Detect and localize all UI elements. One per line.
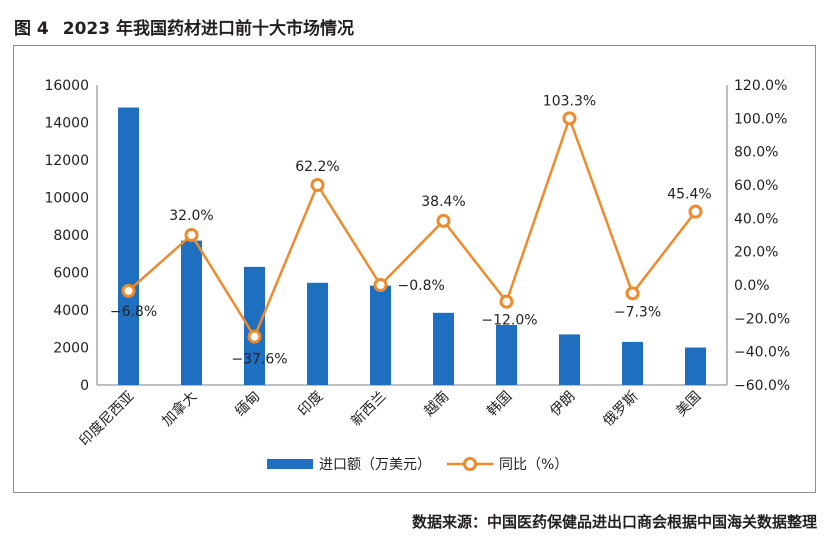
category-label: 新西兰 (348, 389, 389, 430)
data-label: 32.0% (169, 208, 213, 224)
bar (559, 334, 580, 385)
data-label: −12.0% (481, 313, 537, 329)
yoy-marker (373, 278, 388, 292)
category-label: 加拿大 (159, 388, 201, 430)
left-axis-tick-label: 12000 (44, 153, 89, 169)
bar (244, 266, 265, 385)
figure-number: 图 4 (14, 19, 49, 39)
data-label: −37.6% (231, 352, 287, 368)
bar (685, 347, 706, 385)
data-label: −7.3% (614, 304, 661, 320)
right-axis-tick-label: 120.0% (734, 78, 787, 94)
right-axis-tick-label: 100.0% (734, 111, 787, 127)
yoy-marker (625, 286, 640, 301)
yoy-marker (436, 213, 451, 228)
bar (496, 325, 517, 385)
data-label: −0.8% (398, 278, 445, 294)
figure-title-text: 2023 年我国药材进口前十大市场情况 (62, 19, 354, 39)
chart-frame (13, 45, 816, 493)
legend-bar-swatch (267, 459, 313, 469)
category-label: 越南 (421, 389, 452, 420)
left-axis-tick-label: 2000 (53, 341, 89, 357)
right-axis-tick-label: 60.0% (734, 178, 778, 194)
legend-line-label: 同比（%） (499, 457, 568, 473)
yoy-marker (688, 204, 703, 219)
yoy-marker (562, 111, 577, 126)
yoy-marker (310, 178, 325, 192)
data-label: 38.4% (421, 194, 465, 210)
category-label: 美国 (673, 389, 704, 420)
left-axis-tick-label: 8000 (53, 228, 89, 244)
category-label: 印度尼西亚 (77, 389, 138, 450)
right-axis-tick-label: −60.0% (734, 378, 790, 394)
bar (433, 312, 454, 385)
right-axis-tick-label: 20.0% (734, 245, 778, 261)
bar (118, 107, 139, 385)
bar (622, 341, 643, 385)
left-axis-tick-label: 14000 (44, 116, 89, 132)
yoy-marker (247, 329, 262, 344)
figure-title: 图 4 2023 年我国药材进口前十大市场情况 (14, 14, 354, 39)
legend-line-marker (463, 457, 477, 471)
left-axis-tick-label: 10000 (44, 191, 89, 207)
data-source-note: 数据来源：中国医药保健品进出口商会根据中国海关数据整理 (411, 513, 817, 531)
category-label: 印度 (295, 389, 326, 420)
right-axis-tick-label: 40.0% (734, 211, 778, 227)
yoy-marker (184, 228, 199, 242)
category-label: 缅甸 (232, 389, 263, 420)
right-axis-tick-label: 0.0% (734, 278, 770, 294)
category-label: 伊朗 (547, 389, 578, 420)
bar (181, 240, 202, 385)
yoy-line (127, 117, 697, 338)
right-axis-tick-label: −40.0% (734, 345, 790, 361)
right-axis-tick-label: −20.0% (734, 311, 790, 327)
category-label: 俄罗斯 (600, 389, 641, 430)
yoy-marker (499, 294, 514, 309)
legend-bar-label: 进口额（万美元） (319, 457, 431, 473)
left-axis-tick-label: 4000 (53, 303, 89, 319)
data-label: 103.3% (543, 93, 596, 109)
data-label: 62.2% (295, 159, 339, 175)
right-axis-tick-label: 80.0% (734, 145, 778, 161)
data-label: 45.4% (667, 187, 711, 203)
left-axis-tick-label: 16000 (44, 78, 89, 94)
left-axis-tick-label: 0 (80, 378, 89, 394)
left-axis-tick-label: 6000 (53, 266, 89, 282)
yoy-marker (121, 283, 136, 298)
bar (307, 282, 328, 385)
data-label: −6.8% (110, 304, 157, 320)
bar (370, 285, 391, 385)
category-label: 韩国 (484, 389, 515, 420)
